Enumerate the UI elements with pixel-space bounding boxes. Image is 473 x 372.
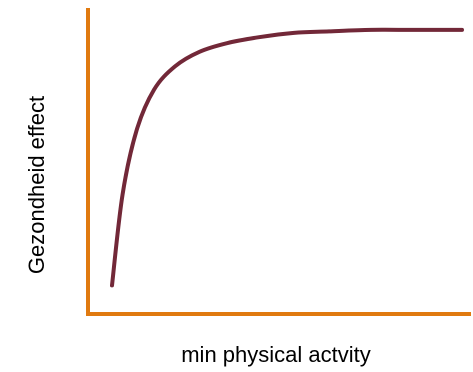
y-axis-label: Gezondheid effect	[24, 96, 49, 274]
x-axis-label: min physical actvity	[181, 342, 371, 367]
series-line	[110, 27, 464, 288]
